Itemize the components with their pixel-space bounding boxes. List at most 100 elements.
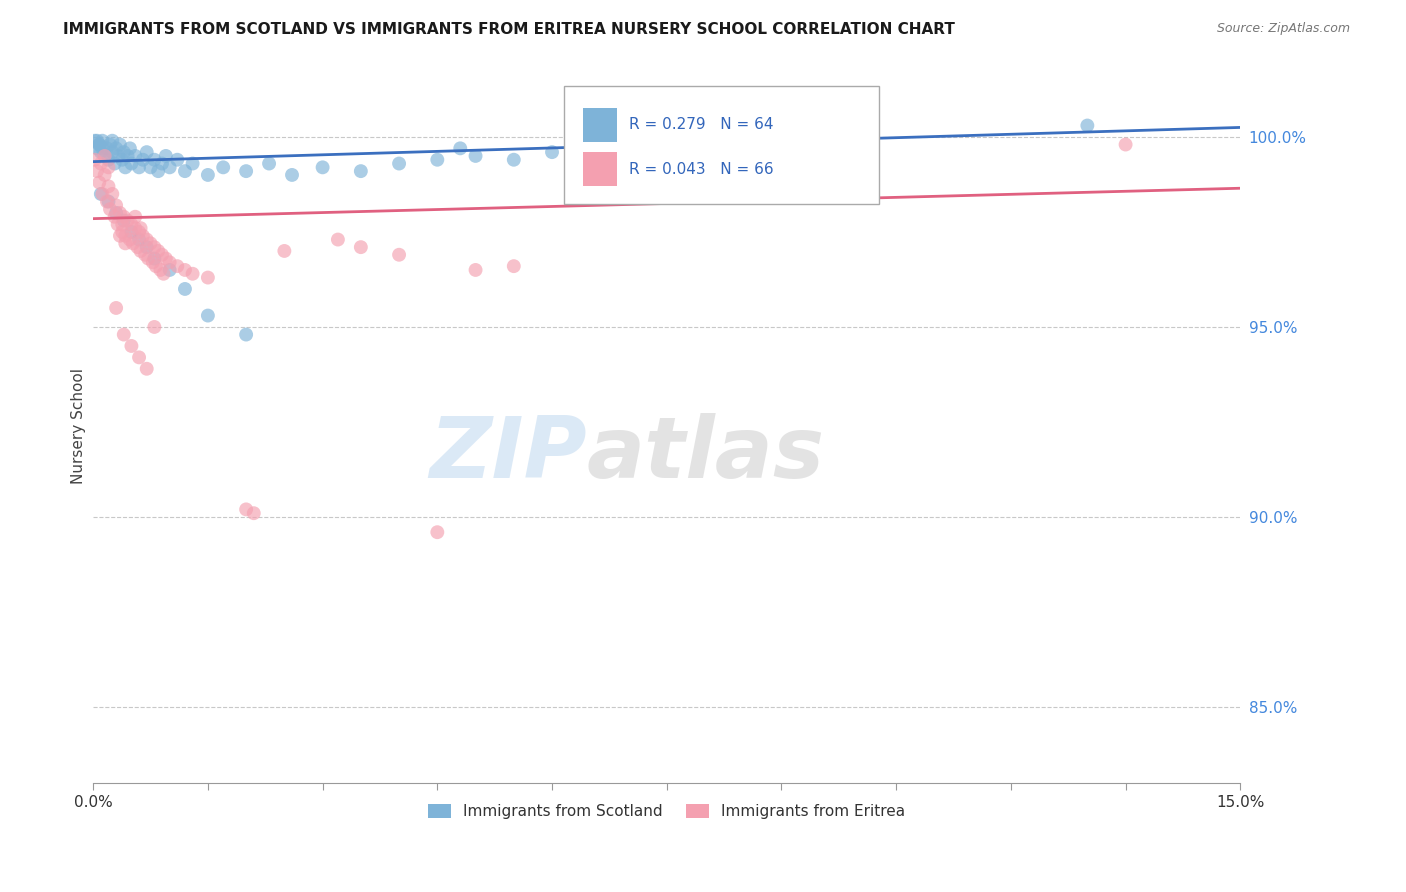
Point xyxy=(426,153,449,167)
Point xyxy=(97,194,120,209)
Point xyxy=(118,233,141,247)
Point xyxy=(128,161,150,175)
Point xyxy=(1076,119,1098,133)
Point xyxy=(142,255,165,269)
Bar xyxy=(583,153,617,186)
Point xyxy=(114,228,136,243)
Point xyxy=(120,225,142,239)
Point xyxy=(135,145,157,160)
Point xyxy=(350,240,373,254)
Point xyxy=(197,270,219,285)
Point xyxy=(143,240,166,254)
Point xyxy=(124,210,146,224)
Point xyxy=(118,141,141,155)
Point xyxy=(143,320,166,334)
Point xyxy=(1115,137,1137,152)
Point xyxy=(197,168,219,182)
Point xyxy=(155,149,177,163)
Text: Source: ZipAtlas.com: Source: ZipAtlas.com xyxy=(1216,22,1350,36)
Point xyxy=(326,233,349,247)
Point xyxy=(89,176,111,190)
Point xyxy=(148,164,170,178)
Point xyxy=(281,168,304,182)
Point xyxy=(128,351,150,365)
Point xyxy=(502,259,524,273)
Point xyxy=(112,213,135,227)
Point xyxy=(132,228,155,243)
Point xyxy=(105,206,128,220)
Point xyxy=(129,221,152,235)
Point xyxy=(159,161,181,175)
Point xyxy=(159,255,181,269)
Point xyxy=(120,218,142,232)
Point xyxy=(235,164,257,178)
Point xyxy=(128,233,150,247)
Point xyxy=(122,236,145,251)
Point xyxy=(101,186,124,201)
Point xyxy=(166,153,188,167)
Point xyxy=(426,525,449,540)
Point xyxy=(83,134,105,148)
Point xyxy=(155,252,177,266)
Point xyxy=(90,156,112,170)
Point xyxy=(135,233,157,247)
Point xyxy=(111,225,134,239)
Point xyxy=(96,141,118,155)
Point xyxy=(108,206,131,220)
Point xyxy=(149,263,172,277)
Point xyxy=(86,164,108,178)
Point xyxy=(257,156,280,170)
Point xyxy=(91,186,114,201)
Point xyxy=(124,221,146,235)
Point xyxy=(135,240,157,254)
Point xyxy=(148,244,170,258)
Point xyxy=(97,161,120,175)
Point xyxy=(174,164,197,178)
Text: R = 0.043   N = 66: R = 0.043 N = 66 xyxy=(628,161,773,177)
FancyBboxPatch shape xyxy=(564,87,879,204)
Point xyxy=(112,327,135,342)
Point xyxy=(89,137,111,152)
Point xyxy=(117,213,139,227)
Point xyxy=(91,134,114,148)
Bar xyxy=(583,108,617,142)
Point xyxy=(112,210,135,224)
Point xyxy=(388,248,411,262)
Point xyxy=(136,252,159,266)
Point xyxy=(152,267,174,281)
Text: IMMIGRANTS FROM SCOTLAND VS IMMIGRANTS FROM ERITREA NURSERY SCHOOL CORRELATION C: IMMIGRANTS FROM SCOTLAND VS IMMIGRANTS F… xyxy=(63,22,955,37)
Y-axis label: Nursery School: Nursery School xyxy=(72,368,86,483)
Point xyxy=(89,137,111,152)
Point xyxy=(311,161,333,175)
Point xyxy=(174,282,197,296)
Point xyxy=(181,267,204,281)
Point xyxy=(90,145,112,160)
Point xyxy=(150,156,173,170)
Point xyxy=(93,149,115,163)
Point xyxy=(107,218,129,232)
Point xyxy=(502,153,524,167)
Point xyxy=(212,161,235,175)
Point xyxy=(143,252,166,266)
Point xyxy=(83,153,105,167)
Text: ZIP: ZIP xyxy=(429,413,586,496)
Point xyxy=(105,198,128,212)
Point xyxy=(134,248,156,262)
Point xyxy=(174,263,197,277)
Point xyxy=(197,309,219,323)
Point xyxy=(120,339,142,353)
Point xyxy=(108,228,131,243)
Point xyxy=(143,153,166,167)
Point xyxy=(464,263,486,277)
Text: R = 0.279   N = 64: R = 0.279 N = 64 xyxy=(628,118,773,133)
Point xyxy=(112,145,135,160)
Point xyxy=(235,327,257,342)
Point xyxy=(273,244,295,258)
Point xyxy=(105,141,128,155)
Point xyxy=(105,301,128,315)
Point xyxy=(139,161,162,175)
Point xyxy=(449,141,471,155)
Point xyxy=(114,236,136,251)
Point xyxy=(139,236,162,251)
Point xyxy=(104,156,127,170)
